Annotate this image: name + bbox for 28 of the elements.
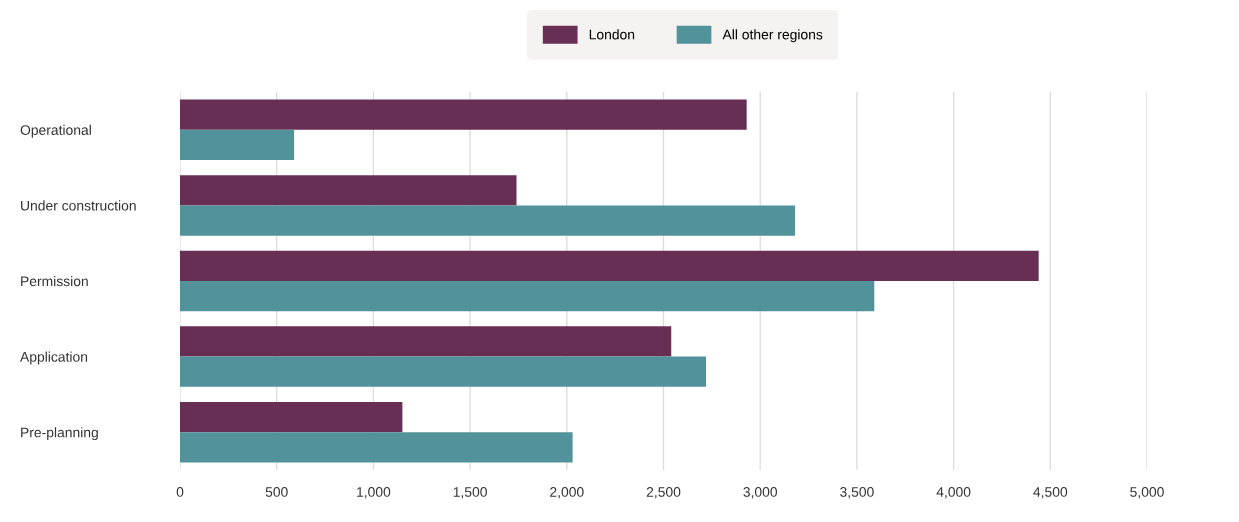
x-tick-label: 3,500 <box>840 487 874 499</box>
x-tick-label: 5,000 <box>1130 487 1164 499</box>
x-tick-label: 2,000 <box>550 487 584 499</box>
y-tick-label: Application <box>20 351 88 365</box>
x-tick-label: 2,500 <box>646 487 681 499</box>
x-tick-label: 4,500 <box>1033 487 1068 499</box>
bar <box>180 432 573 463</box>
x-tick-label: 0 <box>176 487 184 497</box>
bar <box>180 129 295 161</box>
legend-label: London <box>589 29 635 40</box>
bar <box>180 401 403 433</box>
bar <box>180 205 796 236</box>
bar <box>180 99 747 130</box>
bar <box>180 281 875 312</box>
x-tick-label: 1,000 <box>357 487 391 499</box>
y-tick-label: Pre-planning <box>21 427 98 441</box>
x-tick-label: 3,000 <box>743 487 778 499</box>
x-tick-label: 1,500 <box>453 487 487 499</box>
y-tick-label: Under construction <box>21 200 136 211</box>
x-tick-label: 500 <box>265 487 288 497</box>
bar <box>180 250 1039 281</box>
x-tick-label: 4,000 <box>936 487 971 499</box>
legend-label: All other regions <box>722 29 823 43</box>
y-tick-label: Permission <box>21 275 88 287</box>
bar <box>180 356 707 387</box>
bar <box>180 175 517 206</box>
bar <box>180 326 672 357</box>
y-tick-label: Operational <box>20 124 91 138</box>
